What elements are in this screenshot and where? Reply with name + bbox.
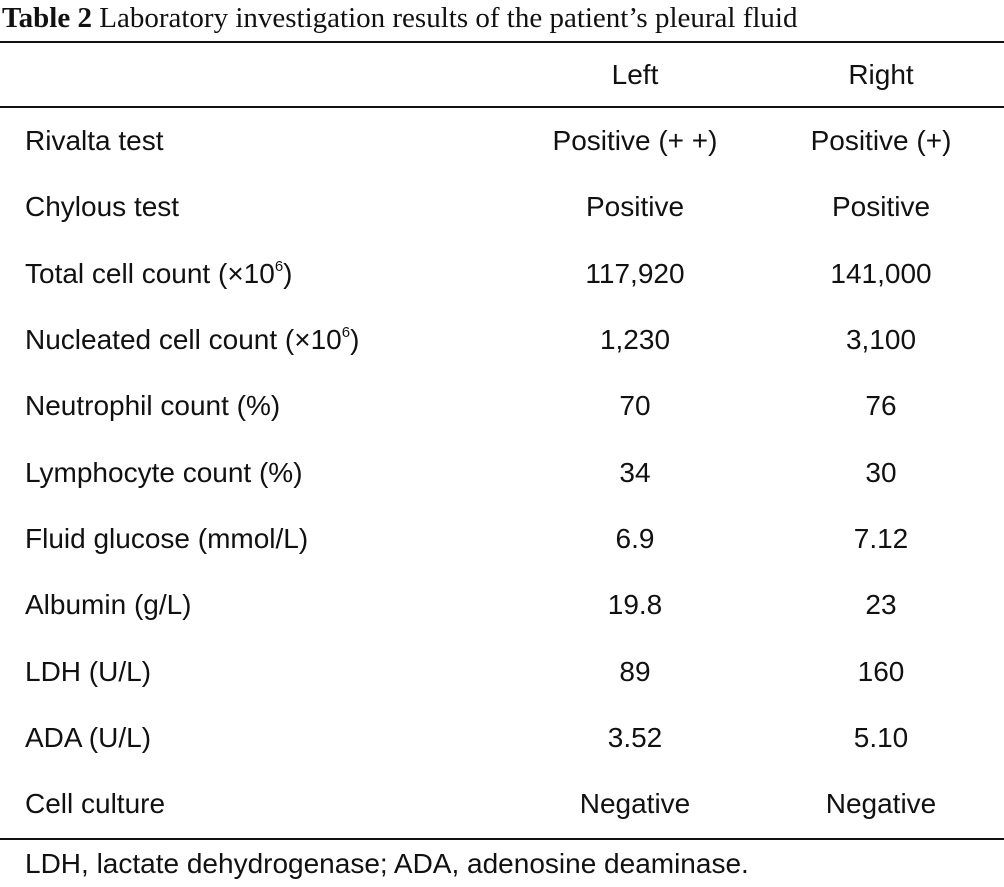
right-value: 30 [865,456,897,488]
superscript-exponent: 6 [274,257,284,275]
right-value: 3,100 [845,324,917,356]
row-label-suffix: ) [350,324,360,356]
table-row: LDH (U/L) 89 160 [0,638,1004,704]
row-label: ADA (U/L) [25,721,152,753]
left-value: 89 [619,655,651,687]
left-value: Positive [585,191,685,223]
right-value: 5.10 [853,721,909,753]
table-row: Nucleated cell count (×106) 1,230 3,100 [0,307,1004,373]
row-label: Neutrophil count (%) [25,390,281,422]
right-value: 76 [865,390,897,422]
header-left: Left [611,58,659,90]
table-row: ADA (U/L) 3.52 5.10 [0,705,1004,771]
right-value: Positive [831,191,931,223]
table-row: Cell culture Negative Negative [0,771,1004,837]
table-row: Lymphocyte count (%) 34 30 [0,439,1004,505]
row-label-text: Total cell count (×10 [25,257,275,289]
row-label-text: Nucleated cell count (×10 [25,324,342,356]
row-label: Fluid glucose (mmol/L) [25,522,309,554]
left-value: 19.8 [607,589,663,621]
table-row: Total cell count (×106) 117,920 141,000 [0,241,1004,307]
table-row: Neutrophil count (%) 70 76 [0,373,1004,439]
right-value: 23 [865,589,897,621]
row-label: Chylous test [25,191,180,223]
table-row: Albumin (g/L) 19.8 23 [0,572,1004,638]
left-value: 34 [619,456,651,488]
table-row: Chylous test Positive Positive [0,174,1004,240]
table-number: Table 2 [2,2,92,34]
left-value: 117,920 [585,257,685,289]
row-label: Total cell count (×106) [0,258,512,290]
table-footnote: LDH, lactate dehydrogenase; ADA, adenosi… [25,848,749,879]
right-value: 7.12 [853,522,909,554]
header-right: Right [848,58,914,90]
left-value: Negative [579,788,691,820]
results-table: Left Right Rivalta test Positive (+ +) P… [0,43,1004,837]
row-label: LDH (U/L) [25,655,152,687]
left-value: 1,230 [599,324,671,356]
row-label: Lymphocyte count (%) [25,456,303,488]
table-row: Rivalta test Positive (+ +) Positive (+) [0,108,1004,174]
table-body: Rivalta test Positive (+ +) Positive (+)… [0,108,1004,837]
right-value: 160 [857,655,905,687]
header-rule [0,106,1004,108]
left-value: 70 [619,390,651,422]
row-label: Cell culture [25,788,166,820]
row-label-suffix: ) [283,257,293,289]
bottom-rule [0,838,1004,840]
table-header-row: Left Right [0,43,1004,106]
right-value: 141,000 [830,257,932,289]
right-value: Positive (+) [810,125,952,157]
row-label: Albumin (g/L) [25,589,192,621]
superscript-exponent: 6 [341,324,351,342]
right-value: Negative [825,788,937,820]
table-row: Fluid glucose (mmol/L) 6.9 7.12 [0,506,1004,572]
left-value: Positive (+ +) [552,125,718,157]
table-title: Laboratory investigation results of the … [99,2,798,34]
row-label: Rivalta test [25,125,164,157]
table-caption: Table 2 Laboratory investigation results… [0,0,1004,40]
row-label: Nucleated cell count (×106) [0,324,512,356]
left-value: 3.52 [607,721,663,753]
left-value: 6.9 [615,522,655,554]
top-rule [0,41,1004,43]
